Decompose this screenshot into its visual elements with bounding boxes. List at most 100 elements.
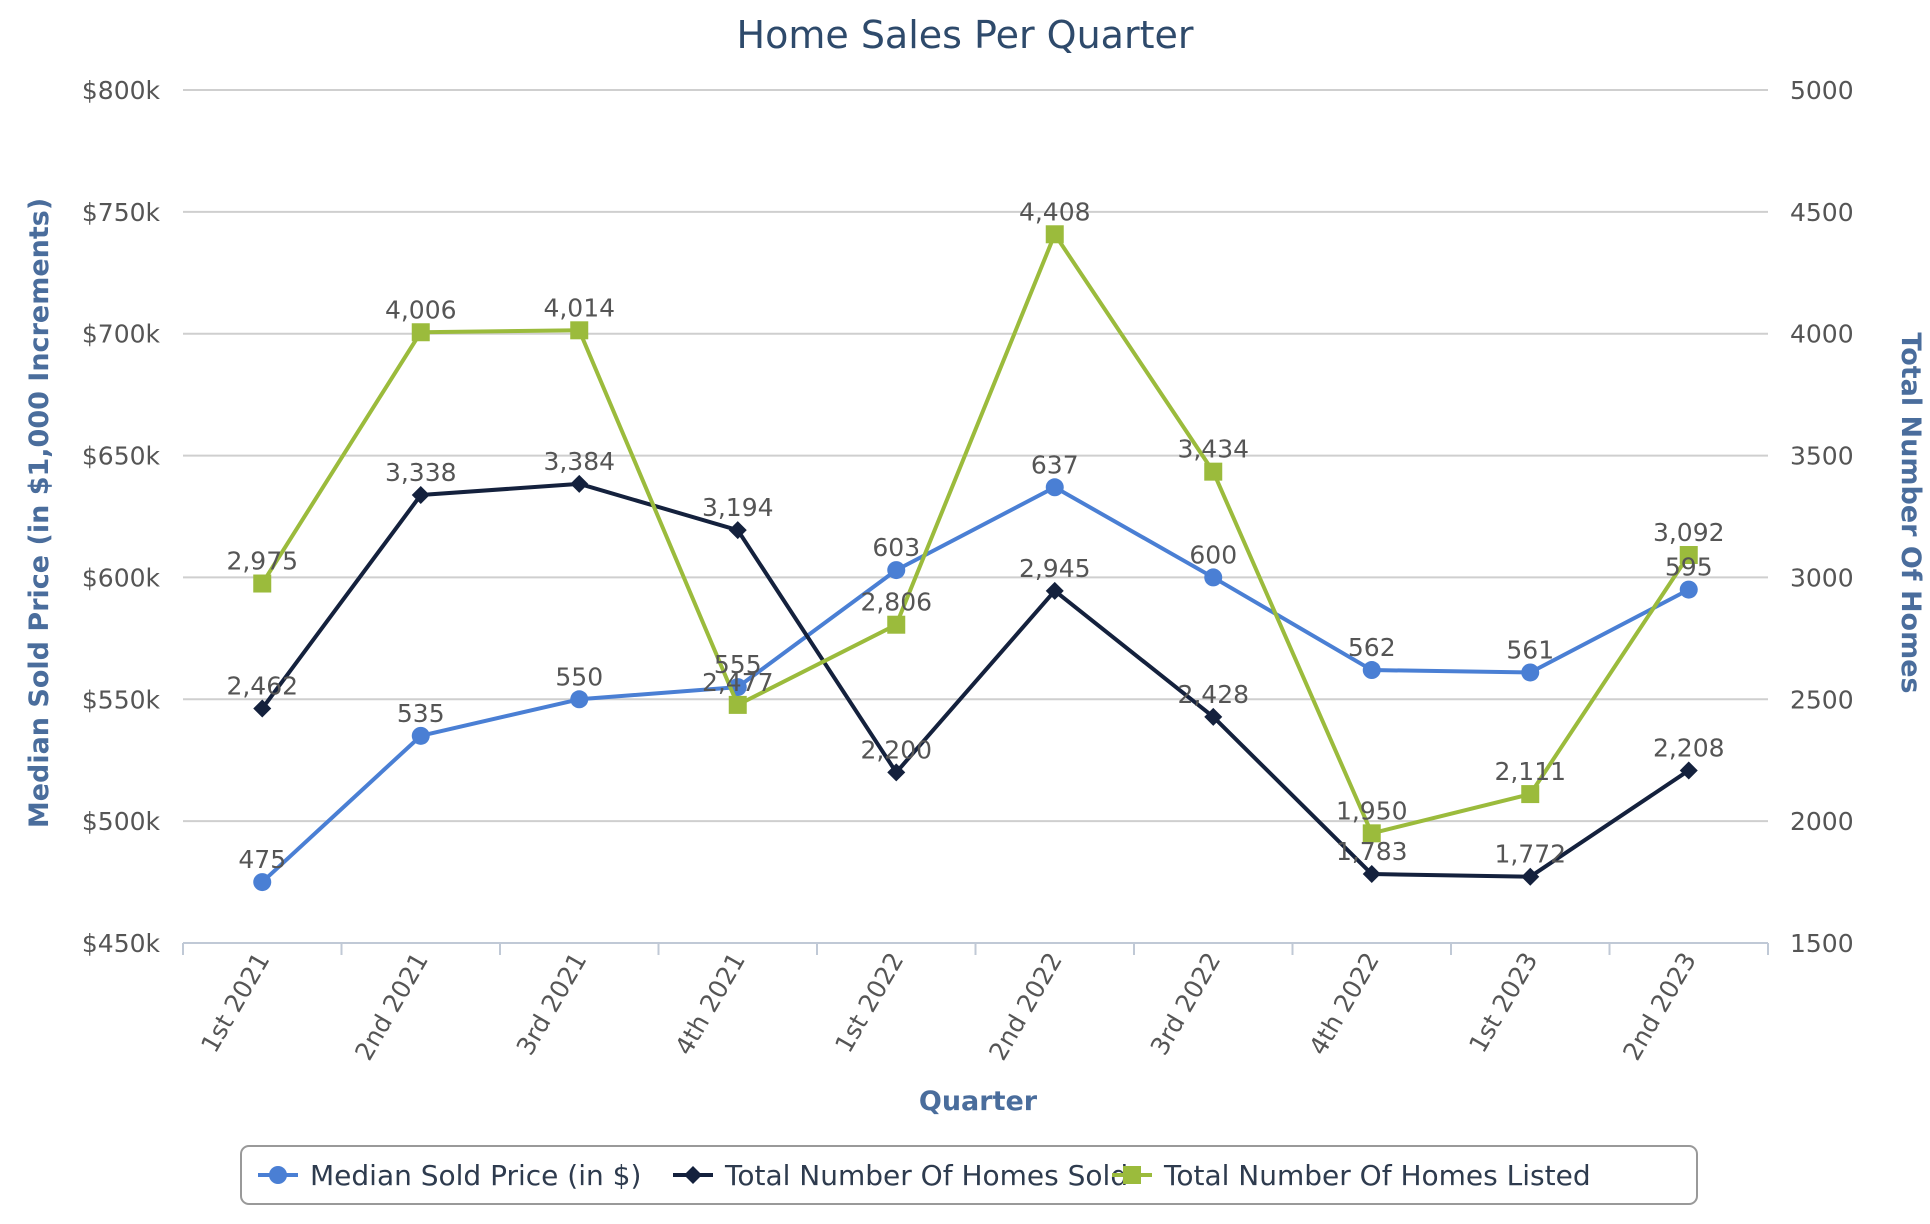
data-label: 637: [1031, 450, 1079, 479]
legend-item[interactable]: Total Number Of Homes Sold: [673, 1159, 1128, 1192]
series-line: [260, 481, 1690, 879]
data-label: 3,092: [1653, 518, 1725, 547]
x-tick-label: 2nd 2023: [1617, 948, 1702, 1066]
point-marker: [253, 873, 272, 892]
point-marker: [1679, 546, 1698, 565]
x-tick-label: 1st 2021: [195, 948, 275, 1058]
right-axis-title: Total Number Of Homes: [1895, 332, 1926, 693]
data-label: 2,200: [860, 735, 932, 764]
point-marker: [570, 690, 589, 709]
legend[interactable]: Median Sold Price (in $) Total Number Of …: [240, 1145, 1698, 1205]
point-marker: [887, 615, 906, 634]
point-marker: [1204, 462, 1223, 481]
legend-label: Median Sold Price (in $): [310, 1159, 641, 1192]
x-tick-label: 3rd 2021: [511, 948, 593, 1061]
data-label: 4,014: [543, 293, 615, 322]
data-label: 2,462: [226, 672, 298, 701]
data-label: 3,338: [385, 458, 457, 487]
data-label: 561: [1506, 635, 1554, 664]
series-2: [253, 225, 1698, 843]
data-label: 600: [1189, 540, 1237, 569]
point-marker: [1204, 568, 1223, 587]
data-label: 2,208: [1653, 733, 1725, 762]
left-tick-label: $750k: [82, 198, 161, 227]
right-tick-label: 2000: [1790, 807, 1854, 836]
point-marker: [728, 695, 747, 714]
left-tick-label: $700k: [82, 320, 161, 349]
point-marker: [1362, 865, 1381, 884]
point-marker: [411, 323, 430, 342]
data-label: 2,428: [1177, 680, 1249, 709]
data-label: 4,006: [385, 295, 457, 324]
data-label: 3,434: [1177, 435, 1249, 464]
point-marker: [1521, 663, 1540, 682]
point-marker: [253, 574, 272, 593]
data-label: 2,975: [226, 547, 298, 576]
data-label: 603: [872, 533, 920, 562]
point-marker: [684, 1166, 702, 1184]
data-label: 2,111: [1494, 757, 1566, 786]
left-tick-label: $800k: [82, 76, 161, 105]
right-tick-label: 5000: [1790, 76, 1854, 105]
point-marker: [728, 521, 747, 540]
data-label: 2,477: [702, 668, 774, 697]
point-marker: [1679, 580, 1698, 599]
data-labels: 475 535 550 555 603 637 600 562 561 595 2,462 3,338…: [226, 197, 1724, 874]
x-tick-label: 1st 2023: [1463, 948, 1543, 1058]
x-tick-label: 1st 2022: [829, 948, 909, 1058]
point-marker: [1123, 1166, 1141, 1184]
data-label: 535: [397, 699, 445, 728]
series-0: [253, 478, 1698, 892]
chart-title: Home Sales Per Quarter: [737, 13, 1194, 57]
legend-label: Total Number Of Homes Sold: [724, 1159, 1128, 1192]
series-1: [253, 474, 1698, 886]
legend-label: Total Number Of Homes Listed: [1163, 1159, 1591, 1192]
data-label: 1,950: [1336, 796, 1408, 825]
point-marker: [1045, 581, 1064, 600]
left-axis-ticks: $450k $500k $550k $600k $650k $700k $750k $800k: [82, 76, 161, 958]
legend-item[interactable]: Median Sold Price (in $): [258, 1159, 641, 1192]
x-tick-label: 2nd 2022: [983, 948, 1068, 1066]
point-marker: [269, 1166, 287, 1184]
point-marker: [411, 726, 430, 745]
data-label: 2,945: [1019, 554, 1091, 583]
point-marker: [1362, 824, 1381, 843]
right-tick-label: 2500: [1790, 685, 1854, 714]
data-label: 1,783: [1336, 837, 1408, 866]
series-layer: [253, 225, 1698, 892]
x-tick-label: 3rd 2022: [1145, 948, 1227, 1061]
legend-box: [240, 1145, 1698, 1205]
x-tick-label: 4th 2022: [1303, 948, 1385, 1060]
data-label: 2,806: [860, 588, 932, 617]
point-marker: [411, 486, 430, 505]
point-marker: [253, 699, 272, 718]
right-tick-label: 1500: [1790, 929, 1854, 958]
point-marker: [1045, 225, 1064, 244]
data-label: 562: [1348, 633, 1396, 662]
point-marker: [570, 321, 589, 340]
left-tick-label: $600k: [82, 563, 161, 592]
x-tick-label: 4th 2021: [669, 948, 751, 1060]
legend-item[interactable]: Total Number Of Homes Listed: [1112, 1159, 1591, 1192]
right-axis-ticks: 1500 2000 2500 3000 3500 4000 4500 5000: [1790, 76, 1854, 958]
point-marker: [1204, 707, 1223, 726]
point-marker: [1045, 478, 1064, 497]
x-axis-ticks: 1st 2021 2nd 2021 3rd 2021 4th 2021 1st 2022…: [182, 943, 1769, 1066]
right-tick-label: 4500: [1790, 198, 1854, 227]
point-marker: [570, 474, 589, 493]
data-label: 4,408: [1019, 197, 1091, 226]
data-label: 3,384: [543, 447, 615, 476]
left-tick-label: $550k: [82, 685, 161, 714]
data-label: 1,772: [1494, 840, 1566, 869]
right-tick-label: 3000: [1790, 563, 1854, 592]
left-tick-label: $450k: [82, 929, 161, 958]
left-tick-label: $650k: [82, 442, 161, 471]
point-marker: [1521, 867, 1540, 886]
series-line: [260, 485, 1690, 884]
left-tick-label: $500k: [82, 807, 161, 836]
point-marker: [887, 561, 906, 580]
point-marker: [887, 763, 906, 782]
data-label: 3,194: [702, 493, 774, 522]
data-label: 555: [714, 650, 762, 679]
